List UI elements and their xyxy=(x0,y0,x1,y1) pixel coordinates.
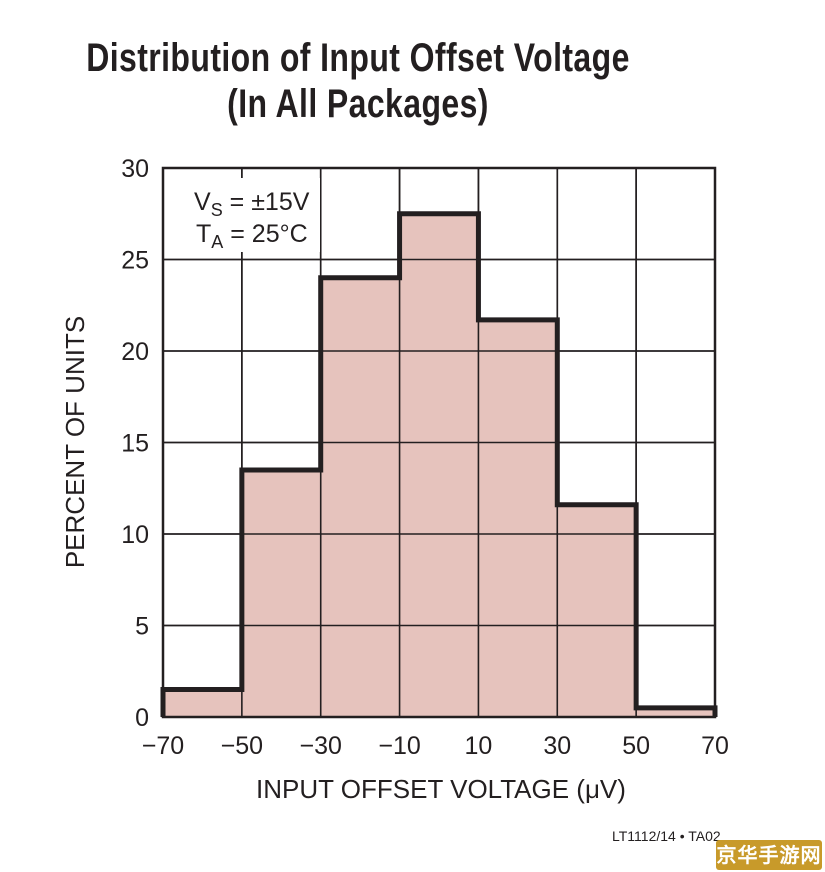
x-tick-label-6: 50 xyxy=(622,732,650,760)
x-tick-label-2: −30 xyxy=(300,732,342,760)
annotation-sub-1: A xyxy=(211,232,223,252)
x-tick-label-4: 10 xyxy=(465,732,493,760)
figure-id: LT1112/14 • TA02 xyxy=(612,828,721,844)
x-tick-label-7: 70 xyxy=(701,732,729,760)
histogram-outline xyxy=(160,211,718,717)
annotation-sub-0: S xyxy=(211,200,223,220)
histogram-bar-6 xyxy=(636,707,715,717)
annotation-value-0: = ±15V xyxy=(223,188,310,216)
tick-labels: −70 −50 −30 −10 10 30 50 70 0 5 10 15 20 25 30 xyxy=(121,155,729,760)
x-tick-label-5: 30 xyxy=(543,732,571,760)
histogram-bar-5 xyxy=(557,504,637,717)
x-tick-label-1: −50 xyxy=(221,732,263,760)
y-tick-label-1: 5 xyxy=(135,613,149,641)
y-tick-label-0: 0 xyxy=(135,704,149,732)
conditions-box xyxy=(185,178,320,252)
histogram-bar-1 xyxy=(241,469,321,717)
chart-title: Distribution of Input Offset Voltage xyxy=(86,36,630,80)
supply-voltage-annotation: VS = ±15V xyxy=(194,188,310,220)
histogram-bar-4 xyxy=(478,319,558,717)
watermark-logo: 京华手游网 xyxy=(716,840,822,870)
histogram-bar-0 xyxy=(163,689,242,717)
x-tick-label-3: −10 xyxy=(378,732,420,760)
y-tick-label-3: 15 xyxy=(121,430,149,458)
x-axis-label: INPUT OFFSET VOLTAGE (μV) xyxy=(256,774,626,804)
y-tick-label-4: 20 xyxy=(121,338,149,366)
histogram-bars xyxy=(160,166,718,719)
y-tick-label-6: 30 xyxy=(121,155,149,183)
y-tick-label-2: 10 xyxy=(121,521,149,549)
histogram-bar-3 xyxy=(399,213,479,717)
plot-frame xyxy=(161,166,717,719)
x-tick-label-0: −70 xyxy=(142,732,184,760)
annotation-value-1: = 25°C xyxy=(223,220,307,248)
annotation-label-1: T xyxy=(196,220,211,248)
histogram-bar-2 xyxy=(320,277,400,717)
y-tick-label-5: 25 xyxy=(121,247,149,275)
annotation-label-0: V xyxy=(194,188,211,216)
temperature-annotation: TA = 25°C xyxy=(196,220,308,252)
chart-subtitle: (In All Packages) xyxy=(227,82,489,126)
y-axis-label: PERCENT OF UNITS xyxy=(60,316,90,568)
